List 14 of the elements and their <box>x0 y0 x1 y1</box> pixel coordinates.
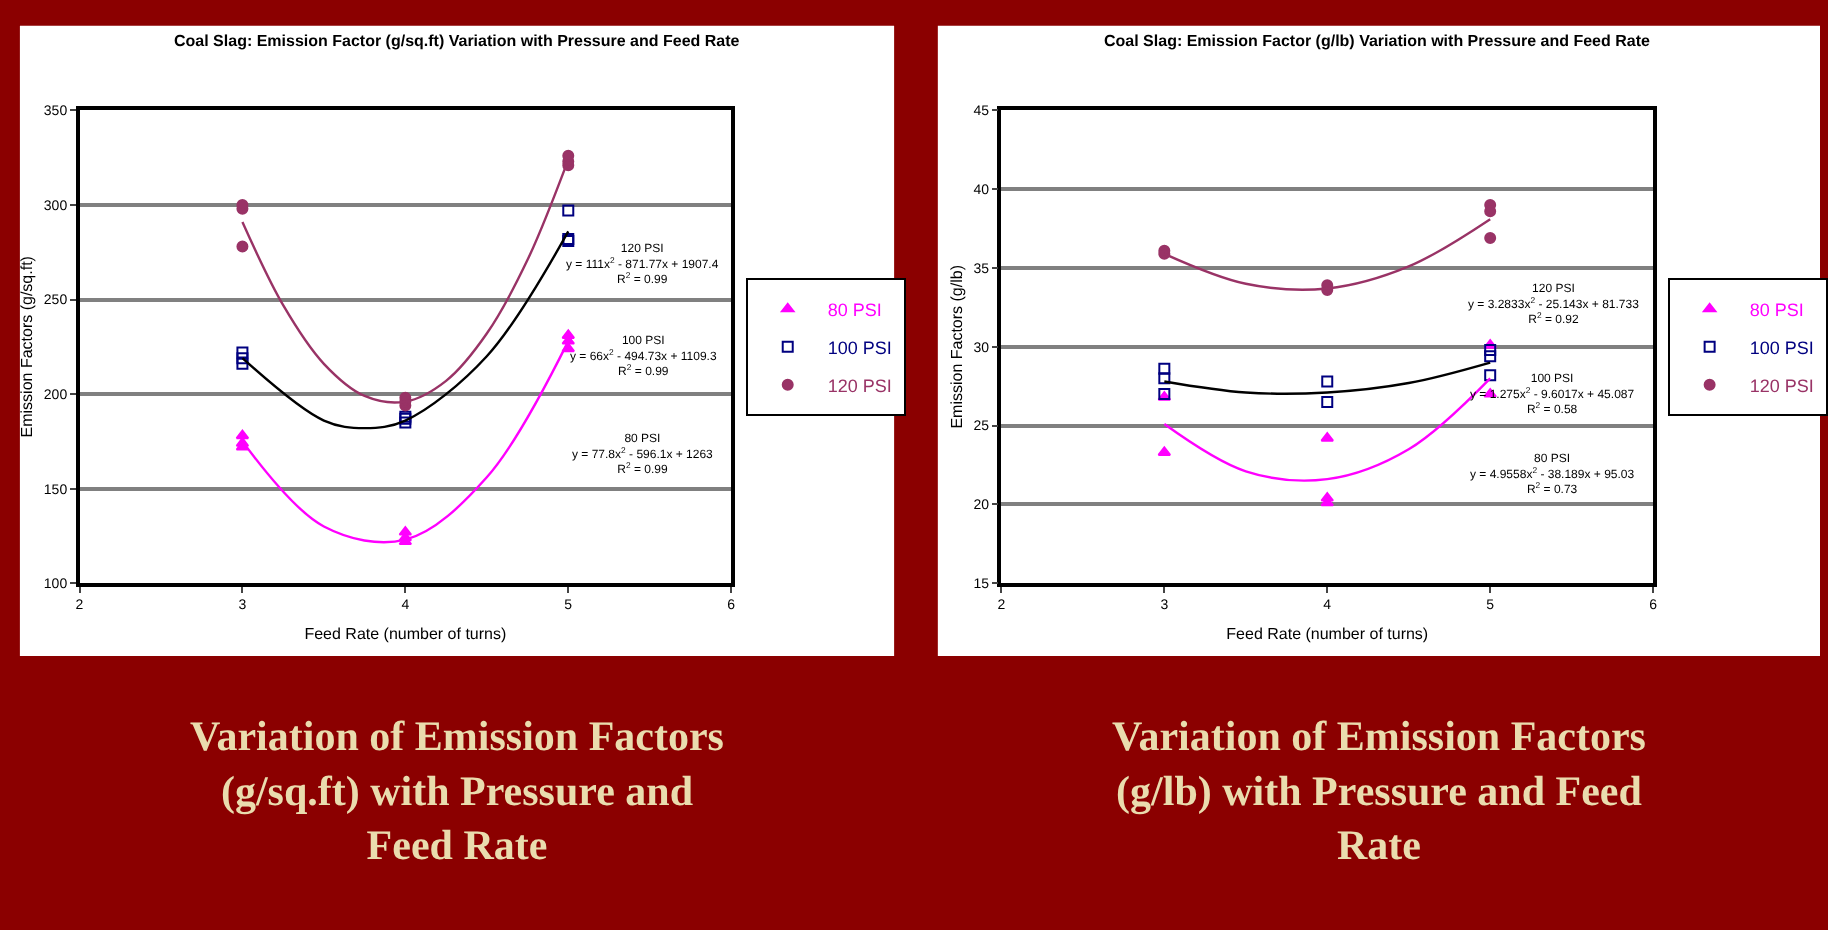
legend-label: 120 PSI <box>1749 375 1814 396</box>
y-axis-title: Emission Factors (g/sq.ft) <box>18 255 37 438</box>
legend-label: 100 PSI <box>827 337 892 358</box>
text: Variation of Emission Factors (g/lb) with Pressure and Feed Rate <box>1112 712 1646 870</box>
legend-label: 100 PSI <box>1749 337 1814 358</box>
y-axis-title: Emission Factors (g/lb) <box>947 264 966 429</box>
legend-label: 80 PSI <box>827 299 882 320</box>
chart-title: Coal Slag: Emission Factor (g/sq.ft) Variation with Pressure and Feed Rate <box>174 32 741 50</box>
chart-title: Coal Slag: Emission Factor (g/lb) Variation with Pressure and Feed Rate <box>1104 32 1651 50</box>
x-axis-title: Feed Rate (number of turns) <box>1226 624 1429 643</box>
x-axis-title: Feed Rate (number of turns) <box>304 624 507 643</box>
legend-label: 80 PSI <box>1749 299 1804 320</box>
legend-label: 120 PSI <box>827 375 892 396</box>
text: Variation of Emission Factors (g/sq.ft) with Pressure and Feed Rate <box>190 712 724 870</box>
